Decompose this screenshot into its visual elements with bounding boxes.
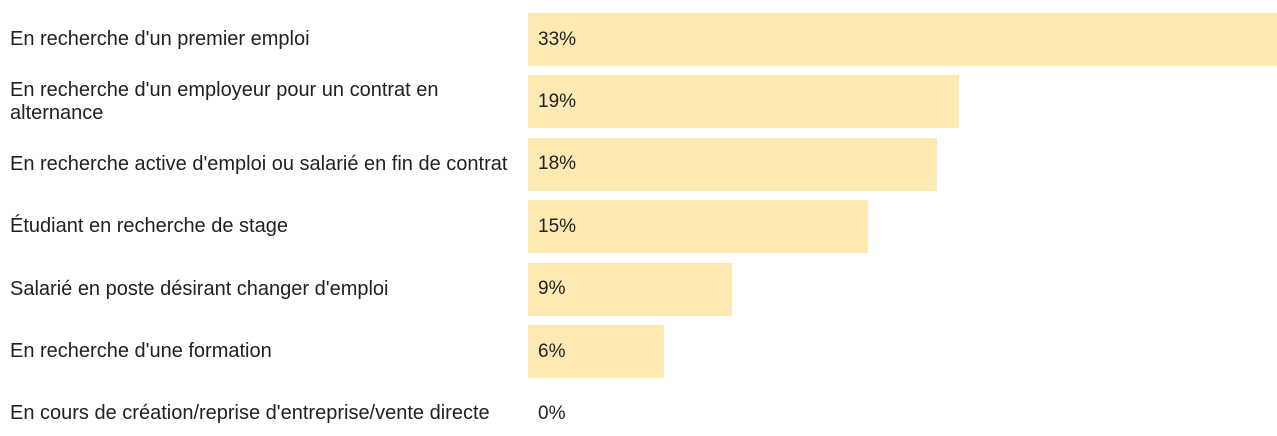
value-label: 0%: [538, 402, 566, 424]
bar-row: En recherche d'un premier emploi 33%: [0, 13, 1277, 66]
value-label: 15%: [538, 215, 577, 237]
bar-row: Salarié en poste désirant changer d'empl…: [0, 262, 1277, 316]
category-label: En recherche d'un premier emploi: [10, 28, 310, 50]
bar: [528, 75, 960, 129]
category-label: En recherche d'un employeur pour un cont…: [10, 78, 439, 124]
bar: [528, 262, 733, 316]
value-label: 18%: [538, 153, 577, 175]
category-label: En recherche d'une formation: [10, 340, 272, 362]
category-label: Salarié en poste désirant changer d'empl…: [10, 277, 389, 300]
category-label: En recherche active d'emploi ou salarié …: [10, 152, 508, 175]
bar: [528, 137, 937, 191]
bar-row: En cours de création/reprise d'entrepris…: [0, 387, 1277, 436]
category-label: En cours de création/reprise d'entrepris…: [10, 402, 490, 425]
value-label: 6%: [538, 340, 566, 362]
bar-row: En recherche d'un employeur pour un cont…: [0, 75, 1277, 129]
value-label: 33%: [538, 28, 577, 50]
category-label: Étudiant en recherche de stage: [10, 215, 288, 238]
bar-row: En recherche active d'emploi ou salarié …: [0, 137, 1277, 191]
value-label: 9%: [538, 278, 566, 300]
bar: [528, 200, 869, 254]
bar: [528, 13, 1277, 66]
bar-row: Étudiant en recherche de stage 15%: [0, 200, 1277, 254]
bar-row: En recherche d'une formation 6%: [0, 325, 1277, 378]
value-label: 19%: [538, 90, 577, 112]
bar: [528, 325, 665, 378]
